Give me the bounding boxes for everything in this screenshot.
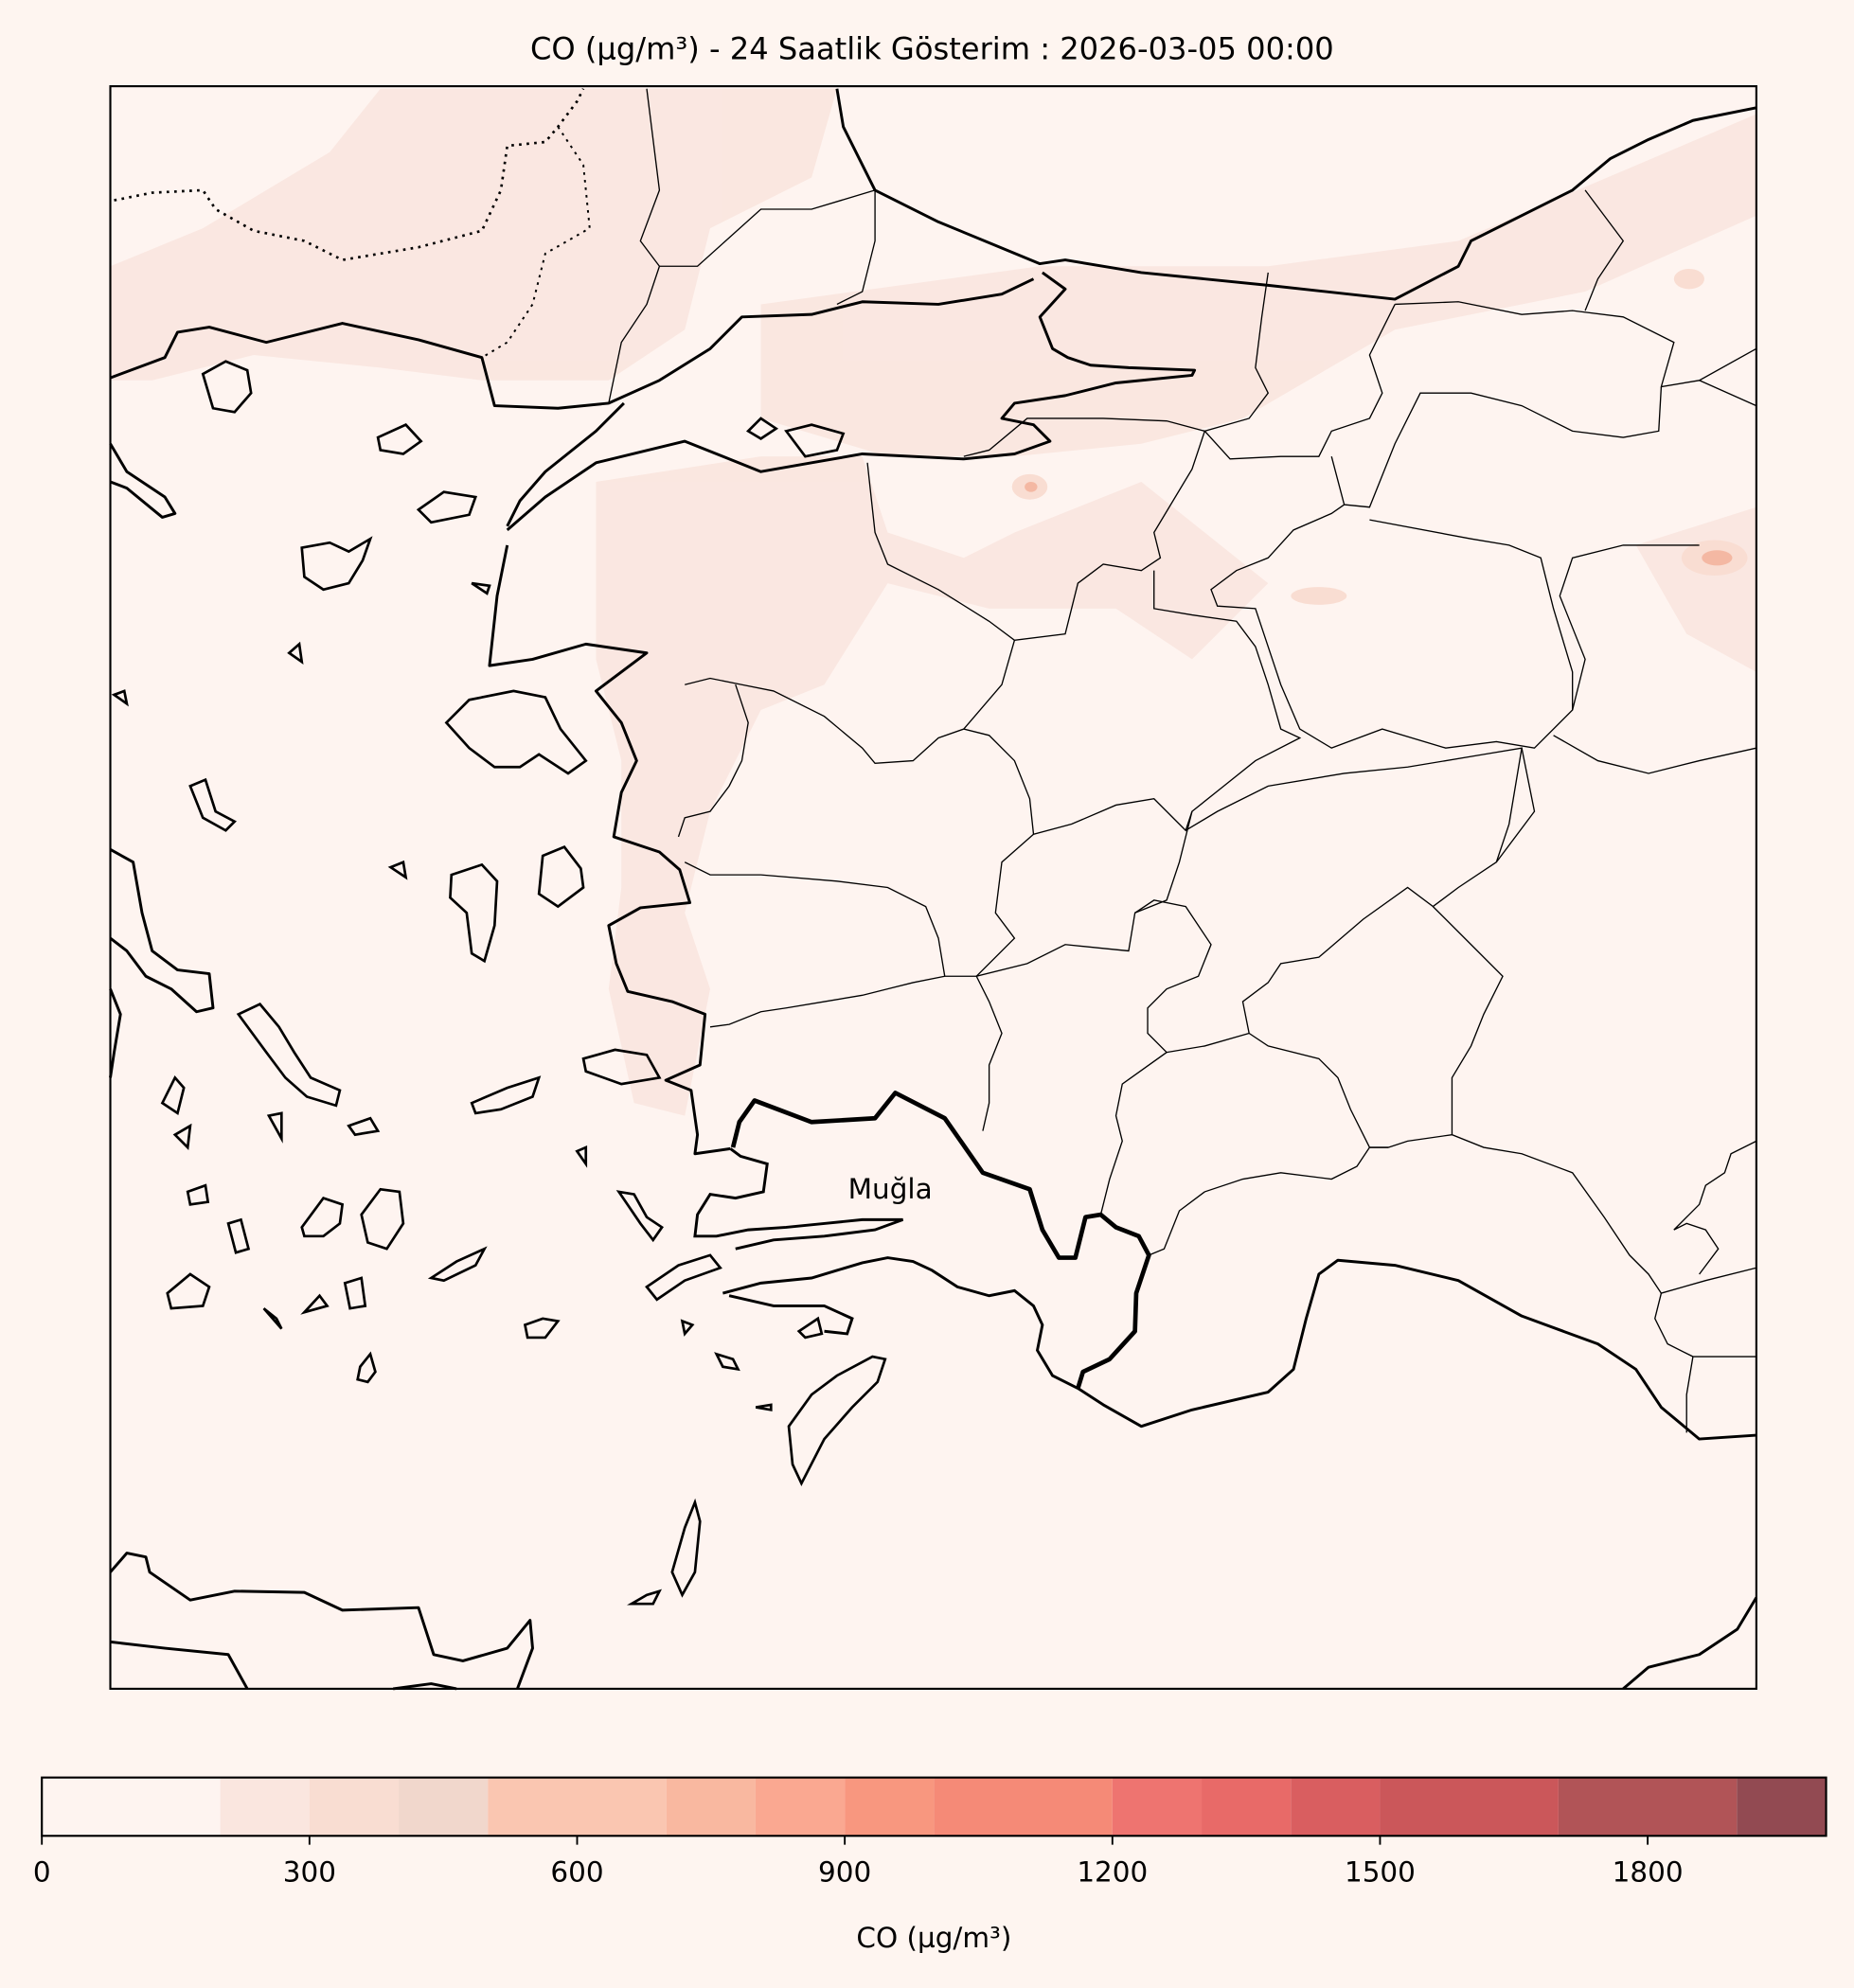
map-area: Muğla bbox=[109, 85, 1758, 1691]
colorbar-band bbox=[666, 1777, 756, 1837]
map-frame bbox=[109, 85, 1757, 1690]
concentration-cores bbox=[1025, 481, 1733, 566]
colorbar-band bbox=[488, 1777, 667, 1837]
colorbar-label: CO (µg/m³) bbox=[856, 1922, 1011, 1954]
colorbar-tick-label: 900 bbox=[818, 1855, 871, 1888]
thrace-border bbox=[114, 88, 585, 261]
colorbar-band bbox=[42, 1777, 221, 1837]
province-label: Muğla bbox=[848, 1173, 933, 1205]
colorbar-tick-label: 1200 bbox=[1077, 1855, 1148, 1888]
mugla-peninsulas bbox=[693, 1147, 1079, 1390]
colorbar-band bbox=[309, 1777, 400, 1837]
colorbar-frame bbox=[41, 1776, 1827, 1837]
black-sea-coast bbox=[835, 88, 1757, 301]
province-boundaries bbox=[608, 88, 1757, 1433]
colorbar-band bbox=[1202, 1777, 1292, 1837]
colorbar-band bbox=[1380, 1777, 1559, 1837]
greek-mainland-coast bbox=[109, 443, 215, 1078]
gallipoli-coast bbox=[506, 401, 625, 527]
colorbar-band bbox=[1291, 1777, 1381, 1837]
colorbar-tick-label: 1500 bbox=[1345, 1855, 1416, 1888]
colorbar-band bbox=[220, 1777, 310, 1837]
colorbar-band bbox=[1112, 1777, 1203, 1837]
marmara-south-coast bbox=[506, 271, 1197, 531]
title: CO (µg/m³) - 24 Saatlik Gösterim : 2026-… bbox=[530, 31, 1334, 67]
colorbar: 0 300 600 900 1200 1500 1800 CO (µg/m³) bbox=[33, 1776, 1827, 1954]
colorbar-band bbox=[934, 1777, 1113, 1837]
colorbar-band bbox=[845, 1777, 935, 1837]
colorbar-band bbox=[1558, 1777, 1738, 1837]
thrace-border-south bbox=[481, 126, 591, 359]
colorbar-tick-label: 600 bbox=[550, 1855, 603, 1888]
mugla-border bbox=[730, 1091, 1151, 1390]
islands bbox=[111, 360, 887, 1606]
colorbar-band bbox=[755, 1777, 846, 1837]
crete-coast bbox=[109, 1552, 534, 1691]
colorbar-tick-label: 1800 bbox=[1613, 1855, 1684, 1888]
cyprus-coast bbox=[1622, 1596, 1758, 1691]
colorbar-tick-label: 0 bbox=[33, 1855, 51, 1888]
south-coast bbox=[1077, 1258, 1756, 1441]
aegean-coast bbox=[488, 544, 731, 1156]
thrace-coast bbox=[110, 277, 1035, 410]
colorbar-band bbox=[399, 1777, 489, 1837]
colorbar-band bbox=[1737, 1777, 1827, 1837]
colorbar-tick-label: 300 bbox=[283, 1855, 336, 1888]
